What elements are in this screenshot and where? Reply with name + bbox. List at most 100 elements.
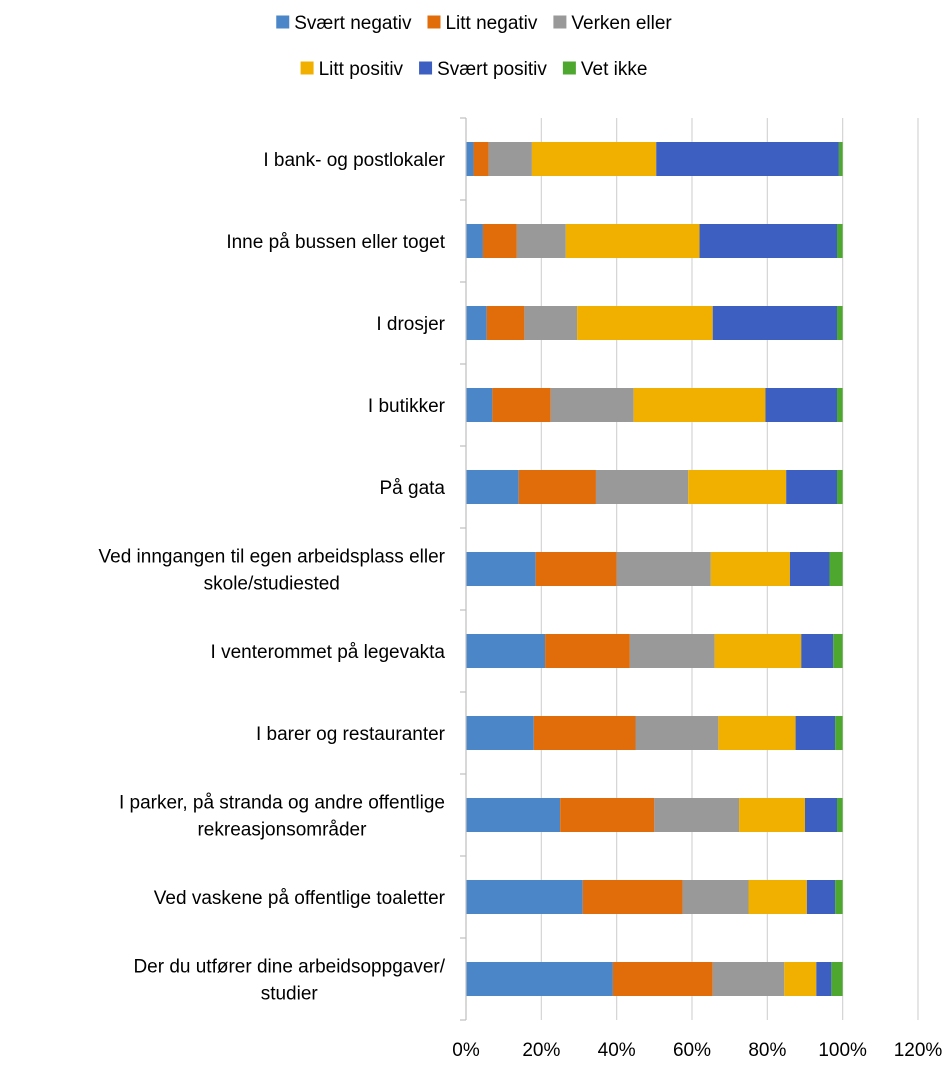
legend-item-vet-ikke: Vet ikke	[562, 59, 648, 80]
category-label: Ved vaskene på offentlige toaletter	[154, 888, 446, 909]
bar-verken-eller	[654, 798, 740, 832]
legend-item-svaert-negativ: Svært negativ	[276, 13, 412, 34]
legend-item-litt-negativ: Litt negativ	[427, 13, 538, 34]
legend-swatch	[419, 61, 433, 75]
bar-svaert-positiv	[656, 142, 839, 176]
category-label: I bank- og postlokaler	[263, 150, 445, 171]
legend-label: Svært negativ	[294, 13, 412, 34]
legend-label: Vet ikke	[581, 59, 648, 80]
category-label: I butikker	[368, 396, 446, 417]
category-label: I parker, på stranda og andre offentlige…	[119, 793, 445, 841]
bar-litt-negativ	[533, 716, 636, 750]
category-label: På gata	[380, 478, 446, 499]
bar-litt-negativ	[473, 142, 489, 176]
category-label: Ved inngangen til egen arbeidsplass elle…	[99, 547, 446, 595]
legend-swatch	[427, 15, 441, 29]
legend-row: Svært negativ Litt negativ Verken eller	[276, 13, 672, 34]
category-label: Der du utfører dine arbeidsoppgaver/stud…	[133, 957, 445, 1005]
bar-verken-eller	[516, 224, 566, 258]
legend-swatch	[300, 61, 314, 75]
bar-vet-ikke	[837, 224, 843, 258]
bar-svaert-negativ	[466, 962, 613, 996]
category-axis	[460, 117, 467, 1021]
bar-litt-positiv	[565, 224, 700, 258]
x-tick-label: 0%	[452, 1040, 480, 1061]
bar-verken-eller	[629, 634, 715, 668]
x-tick-label: 100%	[818, 1040, 867, 1061]
bar-verken-eller	[595, 470, 689, 504]
category-label: I barer og restauranter	[256, 724, 446, 745]
bar-litt-negativ	[518, 470, 596, 504]
bar-verken-eller	[488, 142, 532, 176]
bar-svaert-negativ	[466, 224, 483, 258]
bar-litt-negativ	[535, 552, 617, 586]
legend-row: Litt positiv Svært positiv Vet ikke	[300, 59, 648, 80]
bar-litt-negativ	[560, 798, 655, 832]
legend-label: Svært positiv	[437, 59, 547, 80]
x-tick-label: 20%	[522, 1040, 560, 1061]
legend-label: Verken eller	[571, 13, 672, 34]
bar-svaert-negativ	[466, 142, 474, 176]
bar-litt-positiv	[688, 470, 787, 504]
bar-litt-positiv	[531, 142, 657, 176]
bar-verken-eller	[635, 716, 719, 750]
x-tick-label: 120%	[894, 1040, 943, 1061]
bar-svaert-positiv	[801, 634, 834, 668]
bar-verken-eller	[712, 962, 785, 996]
bar-svaert-positiv	[699, 224, 838, 258]
bar-litt-negativ	[482, 224, 517, 258]
bar-vet-ikke	[835, 716, 843, 750]
bar-vet-ikke	[838, 142, 843, 176]
bar-vet-ikke	[837, 306, 843, 340]
bar-litt-negativ	[582, 880, 683, 914]
legend-label: Litt negativ	[445, 13, 537, 34]
bar-verken-eller	[616, 552, 711, 586]
legend-item-verken-eller: Verken eller	[553, 13, 672, 34]
legend-swatch	[276, 15, 290, 29]
x-tick-label: 40%	[598, 1040, 636, 1061]
bar-vet-ikke	[833, 634, 843, 668]
bar-svaert-negativ	[466, 470, 519, 504]
category-label: I drosjer	[376, 314, 445, 335]
x-axis-tick-labels: 0% 20% 40% 60% 80% 100% 120%	[452, 1040, 942, 1061]
bar-svaert-negativ	[466, 388, 493, 422]
bar-vet-ikke	[831, 962, 843, 996]
bar-litt-negativ	[545, 634, 630, 668]
x-tick-label: 60%	[673, 1040, 711, 1061]
bar-vet-ikke	[837, 470, 843, 504]
bar-svaert-negativ	[466, 880, 583, 914]
bar-svaert-negativ	[466, 716, 534, 750]
x-tick-label: 80%	[748, 1040, 786, 1061]
bar-vet-ikke	[837, 388, 843, 422]
bar-litt-positiv	[710, 552, 790, 586]
bar-litt-positiv	[633, 388, 766, 422]
bar-litt-negativ	[612, 962, 713, 996]
category-label: Inne på bussen eller toget	[226, 232, 445, 253]
bar-area	[466, 142, 843, 996]
bar-svaert-negativ	[466, 798, 561, 832]
bar-verken-eller	[524, 306, 578, 340]
bar-vet-ikke	[835, 880, 843, 914]
legend-item-litt-positiv: Litt positiv	[300, 59, 404, 80]
bar-litt-positiv	[739, 798, 805, 832]
bar-litt-positiv	[784, 962, 817, 996]
bar-svaert-positiv	[786, 470, 838, 504]
bar-verken-eller	[550, 388, 634, 422]
bar-svaert-positiv	[712, 306, 838, 340]
bar-litt-positiv	[577, 306, 713, 340]
bar-svaert-negativ	[466, 634, 546, 668]
legend-swatch	[562, 61, 576, 75]
bar-svaert-positiv	[795, 716, 836, 750]
bar-svaert-positiv	[789, 552, 830, 586]
bar-vet-ikke	[837, 798, 843, 832]
bar-litt-positiv	[714, 634, 802, 668]
bar-svaert-positiv	[805, 798, 838, 832]
bar-verken-eller	[682, 880, 749, 914]
chart-legend: Svært negativ Litt negativ Verken eller Lit…	[276, 13, 672, 80]
legend-swatch	[553, 15, 567, 29]
bar-svaert-positiv	[765, 388, 838, 422]
bar-litt-positiv	[748, 880, 807, 914]
bar-litt-negativ	[492, 388, 551, 422]
bar-svaert-positiv	[806, 880, 836, 914]
